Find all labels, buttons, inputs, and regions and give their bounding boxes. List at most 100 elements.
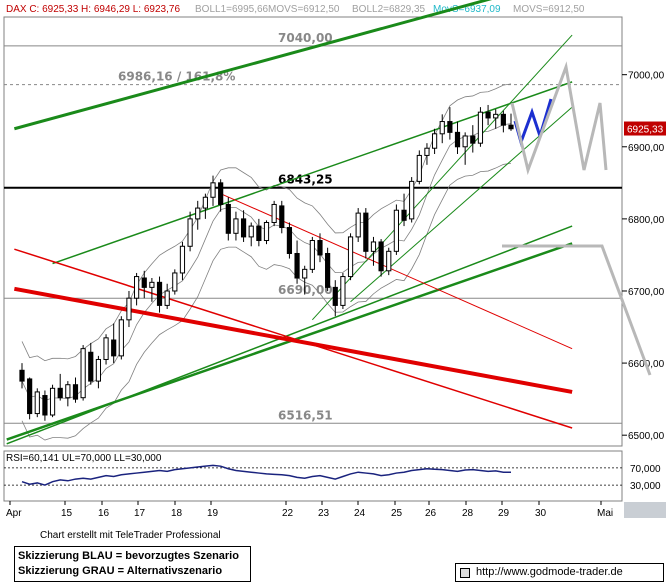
candle-body-18 — [156, 281, 163, 306]
candle-body-63 — [500, 113, 506, 126]
candle-body-20 — [172, 272, 178, 292]
level-label-3: 6690,00 — [278, 283, 333, 297]
candle-body-28 — [233, 218, 239, 234]
candle-body-29 — [240, 218, 247, 238]
candle-body-14 — [126, 297, 132, 321]
x-tick-label-1: 15 — [61, 508, 73, 519]
candle-body-47 — [378, 241, 384, 272]
candle-body-44 — [355, 212, 361, 238]
candle-body-12 — [111, 339, 117, 357]
candle-body-15 — [134, 276, 140, 299]
candle-body-55 — [439, 121, 445, 135]
y-tick-label-5: 6500,00 — [628, 431, 665, 442]
candle-body-41 — [332, 286, 338, 306]
x-tick-label-2: 16 — [98, 508, 110, 519]
candle-body-58 — [462, 135, 468, 148]
candle-body-51 — [409, 180, 415, 220]
axis-corner-box — [624, 502, 666, 518]
source-link[interactable]: http://www.godmode-trader.de — [455, 563, 664, 582]
x-tick-label-5: 19 — [207, 508, 219, 519]
legend-grey-scenario: Skizzierung GRAU = Alternativszenario — [18, 565, 223, 577]
candle-body-10 — [95, 358, 102, 382]
bollinger-lower — [21, 162, 512, 441]
candle-body-54 — [431, 133, 438, 149]
candle-body-3 — [42, 395, 48, 416]
candle-body-49 — [393, 209, 399, 252]
level-label-4: 6516,51 — [278, 408, 333, 422]
last-price-tag — [624, 121, 666, 136]
header-movs3: MOVS=6912,50 — [513, 4, 585, 15]
candle-body-37 — [302, 268, 308, 279]
candle-body-60 — [477, 111, 484, 144]
grey-scenario-path-upper — [510, 61, 608, 176]
candle-body-62 — [493, 113, 499, 119]
candle-body-56 — [447, 121, 453, 133]
x-tick-label-7: 23 — [318, 508, 330, 519]
level-label-0: 7040,00 — [278, 31, 333, 45]
candle-body-27 — [225, 203, 231, 234]
candle-body-45 — [363, 212, 369, 252]
x-tick-label-3: 17 — [134, 508, 146, 519]
x-tick-label-9: 25 — [391, 508, 403, 519]
candle-body-31 — [256, 225, 262, 242]
green-rising-thin-2 — [311, 34, 573, 321]
candle-body-4 — [49, 387, 56, 416]
candle-body-38 — [309, 240, 315, 270]
candle-body-21 — [179, 245, 186, 274]
last-price-label: 6925,33 — [627, 125, 664, 136]
candle-body-30 — [248, 225, 254, 238]
candle-body-11 — [103, 337, 109, 360]
header-movs2: MovS=6937,09 — [433, 4, 501, 15]
x-tick-label-6: 22 — [282, 508, 294, 519]
candle-body-34 — [279, 205, 285, 229]
green-channel-upper-long — [13, 0, 493, 131]
candle-body-9 — [88, 351, 94, 382]
candle-body-0 — [19, 369, 25, 382]
green-support-2 — [6, 225, 573, 445]
candle-body-24 — [202, 196, 208, 209]
web-icon — [460, 568, 470, 578]
candle-body-32 — [263, 221, 270, 242]
candle-body-16 — [141, 277, 147, 288]
candle-body-8 — [80, 348, 86, 399]
level-label-2: 6843,25 — [278, 173, 333, 187]
candle-body-39 — [317, 240, 323, 256]
candle-body-19 — [164, 290, 170, 306]
header-boll2: BOLL2=6829,35 — [352, 4, 426, 15]
scenario-legend: Skizzierung BLAU = bevorzugtes Szenario … — [14, 546, 251, 582]
candle-body-23 — [195, 207, 201, 220]
candle-body-35 — [286, 227, 293, 254]
candle-body-7 — [72, 384, 79, 400]
level-label-1: 6986,16 / 161,8% — [118, 70, 235, 84]
x-tick-label-14: Mai — [597, 508, 613, 519]
y-tick-label-0: 7000,00 — [628, 71, 665, 82]
legend-blue-scenario: Skizzierung BLAU = bevorzugtes Szenario — [18, 550, 239, 562]
candle-body-22 — [187, 218, 193, 247]
chart-credit: Chart erstellt mit TeleTrader Profession… — [40, 530, 221, 541]
x-tick-label-10: 26 — [425, 508, 437, 519]
price-panel-frame — [3, 16, 623, 447]
candle-body-2 — [34, 391, 40, 415]
candle-body-52 — [416, 154, 422, 182]
grey-scenario-path-lower — [502, 244, 652, 376]
x-tick-label-12: 29 — [498, 508, 510, 519]
x-tick-label-13: 30 — [535, 508, 547, 519]
rsi-label: RSI=60,141 UL=70,000 LL=30,000 — [6, 453, 162, 464]
candle-body-40 — [325, 252, 331, 288]
rsi-tick-label-0: 70,000 — [630, 464, 661, 475]
rsi-line — [21, 464, 511, 486]
candle-body-25 — [210, 182, 216, 198]
candle-body-46 — [370, 241, 377, 252]
candle-body-26 — [218, 182, 224, 205]
candle-body-1 — [27, 378, 33, 415]
candle-body-57 — [454, 131, 461, 148]
y-tick-label-3: 6700,00 — [628, 287, 665, 298]
candle-body-13 — [118, 319, 124, 357]
candle-body-53 — [424, 147, 430, 156]
source-url[interactable]: http://www.godmode-trader.de — [476, 566, 623, 578]
red-down-thick — [13, 286, 573, 394]
candle-body-64 — [508, 124, 514, 130]
candle-body-43 — [347, 236, 354, 278]
